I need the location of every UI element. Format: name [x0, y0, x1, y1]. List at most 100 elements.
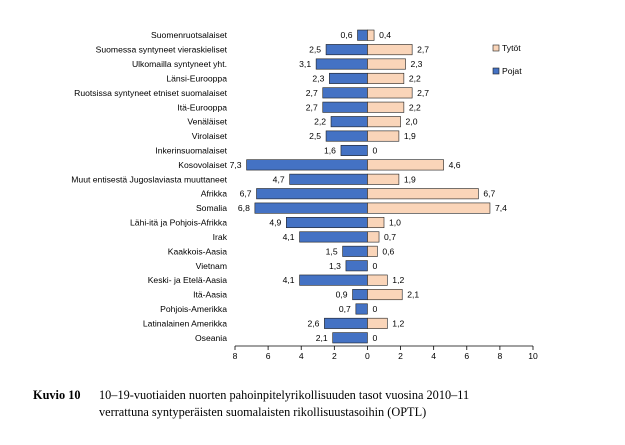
category-label-12: Somalia: [196, 203, 227, 213]
value-label-girls-21: 0: [372, 333, 377, 343]
category-label-4: Ruotsissa syntyneet etniset suomalaiset: [74, 88, 227, 98]
bar-boys-5: [322, 101, 368, 113]
category-label-3: Länsi-Eurooppa: [166, 73, 227, 83]
value-label-girls-15: 0,6: [382, 246, 394, 256]
bar-boys-21: [332, 332, 368, 344]
bar-girls-4: [367, 87, 413, 99]
x-tick-label-6: 4: [431, 351, 436, 361]
value-label-girls-1: 2,7: [417, 45, 429, 55]
value-label-girls-20: 1,2: [392, 318, 404, 328]
bar-girls-14: [367, 231, 380, 243]
value-label-boys-1: 2,5: [309, 45, 321, 55]
value-label-boys-9: 7,3: [230, 160, 242, 170]
category-label-15: Kaakkois-Aasia: [168, 246, 227, 256]
figure-caption: Kuvio 10 10–19-vuotiaiden nuorten pahoinp…: [33, 387, 603, 421]
category-label-6: Venäläiset: [187, 117, 227, 127]
bar-boys-18: [352, 289, 368, 301]
bar-boys-12: [254, 202, 368, 214]
value-label-boys-4: 2,7: [306, 88, 318, 98]
value-label-girls-16: 0: [372, 261, 377, 271]
bar-boys-20: [324, 317, 368, 329]
category-label-14: Irak: [213, 232, 228, 242]
category-label-19: Pohjois-Amerikka: [160, 304, 227, 314]
value-label-girls-13: 1,0: [389, 218, 401, 228]
value-label-boys-2: 3,1: [299, 59, 311, 69]
value-label-girls-6: 2,0: [406, 117, 418, 127]
value-label-boys-0: 0,6: [341, 30, 353, 40]
value-label-boys-17: 4,1: [283, 275, 295, 285]
category-label-21: Oseania: [195, 333, 227, 343]
x-tick-label-1: 6: [266, 351, 271, 361]
bar-boys-3: [329, 72, 368, 84]
bar-girls-11: [367, 188, 479, 200]
value-label-boys-11: 6,7: [240, 189, 252, 199]
bar-girls-13: [367, 217, 385, 229]
bar-boys-16: [345, 260, 368, 272]
value-label-boys-6: 2,2: [314, 117, 326, 127]
value-label-girls-7: 1,9: [404, 131, 416, 141]
bar-boys-4: [322, 87, 368, 99]
bar-girls-9: [367, 159, 444, 171]
x-tick-label-3: 2: [332, 351, 337, 361]
value-label-boys-20: 2,6: [307, 318, 319, 328]
caption-number: Kuvio 10: [33, 388, 81, 402]
bar-girls-1: [367, 44, 413, 56]
value-label-girls-9: 4,6: [449, 160, 461, 170]
x-tick-label-8: 8: [497, 351, 502, 361]
bar-girls-15: [367, 245, 378, 257]
bar-boys-14: [299, 231, 368, 243]
bar-girls-3: [367, 72, 405, 84]
legend-swatch-girls: [492, 44, 500, 52]
value-label-boys-3: 2,3: [312, 73, 324, 83]
value-label-girls-18: 2,1: [407, 290, 419, 300]
legend-label-boys: Pojat: [502, 66, 522, 76]
bar-boys-11: [256, 188, 368, 200]
value-label-boys-21: 2,1: [316, 333, 328, 343]
bar-boys-1: [325, 44, 368, 56]
bar-girls-5: [367, 101, 405, 113]
bar-boys-10: [289, 173, 368, 185]
category-label-8: Inkerinsuomalaiset: [155, 145, 227, 155]
x-tick-label-9: 10: [528, 351, 538, 361]
value-label-boys-16: 1,3: [329, 261, 341, 271]
bar-girls-0: [367, 29, 375, 41]
x-tick-label-0: 8: [233, 351, 238, 361]
value-label-girls-3: 2,2: [409, 73, 421, 83]
value-label-girls-4: 2,7: [417, 88, 429, 98]
value-label-boys-19: 0,7: [339, 304, 351, 314]
bar-girls-10: [367, 173, 400, 185]
x-tick-label-7: 6: [464, 351, 469, 361]
legend-swatch-boys: [492, 67, 500, 75]
category-label-18: Itä-Aasia: [193, 290, 227, 300]
caption-line2: verrattuna syntyperäisten suomalaisten r…: [99, 405, 427, 419]
value-label-girls-17: 1,2: [392, 275, 404, 285]
bar-boys-17: [299, 274, 368, 286]
value-label-girls-11: 6,7: [483, 189, 495, 199]
category-label-16: Vietnam: [196, 261, 227, 271]
value-label-girls-10: 1,9: [404, 174, 416, 184]
category-label-7: Virolaiset: [192, 131, 228, 141]
x-tick-label-2: 4: [299, 351, 304, 361]
diverging-bar-chart: 0,6 0,4 Suomenruotsalaiset 2,5 2,7 Suomessa s…: [71, 29, 538, 361]
bar-boys-6: [330, 116, 368, 128]
value-label-boys-10: 4,7: [273, 174, 285, 184]
category-label-13: Lähi-itä ja Pohjois-Afrikka: [130, 218, 227, 228]
category-label-0: Suomenruotsalaiset: [151, 30, 228, 40]
value-label-girls-14: 0,7: [384, 232, 396, 242]
category-label-5: Itä-Eurooppa: [177, 102, 227, 112]
value-label-boys-14: 4,1: [283, 232, 295, 242]
x-tick-label-5: 2: [398, 351, 403, 361]
bar-boys-7: [325, 130, 368, 142]
caption-line1: 10–19-vuotiaiden nuorten pahoinpitelyrik…: [99, 388, 470, 402]
value-label-boys-12: 6,8: [238, 203, 250, 213]
bar-girls-7: [367, 130, 400, 142]
bar-boys-8: [340, 144, 368, 156]
bar-girls-12: [367, 202, 491, 214]
value-label-boys-15: 1,5: [326, 246, 338, 256]
value-label-boys-8: 1,6: [324, 145, 336, 155]
bar-girls-18: [367, 289, 403, 301]
bar-boys-0: [357, 29, 368, 41]
x-tick-label-4: 0: [365, 351, 370, 361]
bar-girls-20: [367, 317, 388, 329]
bar-boys-9: [246, 159, 368, 171]
